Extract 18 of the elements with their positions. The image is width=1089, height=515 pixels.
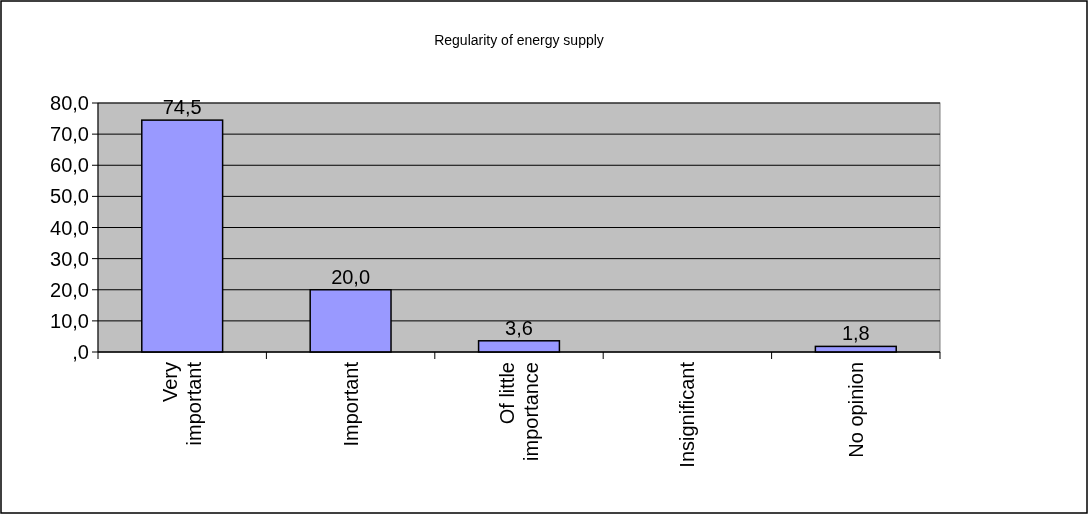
y-tick-label: 30,0 xyxy=(50,247,89,270)
y-tick-label: 40,0 xyxy=(50,216,89,239)
x-tick-label: Very important xyxy=(159,361,206,446)
y-tick-label: 70,0 xyxy=(50,123,89,146)
data-label: 3,6 xyxy=(505,316,533,339)
y-tick-label: 80,0 xyxy=(50,92,89,114)
y-tick-label: ,0 xyxy=(72,341,89,363)
y-tick-label: 10,0 xyxy=(50,309,89,332)
chart-title: Regularity of energy supply xyxy=(434,32,604,48)
y-tick-label: 60,0 xyxy=(50,154,89,177)
x-tick-label: Of little importance xyxy=(496,362,542,461)
x-tick-label: No opinion xyxy=(844,362,867,458)
x-tick-label: Insignificant xyxy=(676,361,699,468)
data-label: 20,0 xyxy=(331,265,371,288)
y-tick-label: 50,0 xyxy=(50,185,89,208)
x-tick-label: Important xyxy=(339,361,362,447)
y-tick-label: 20,0 xyxy=(50,278,89,301)
data-label: 1,8 xyxy=(841,322,870,345)
